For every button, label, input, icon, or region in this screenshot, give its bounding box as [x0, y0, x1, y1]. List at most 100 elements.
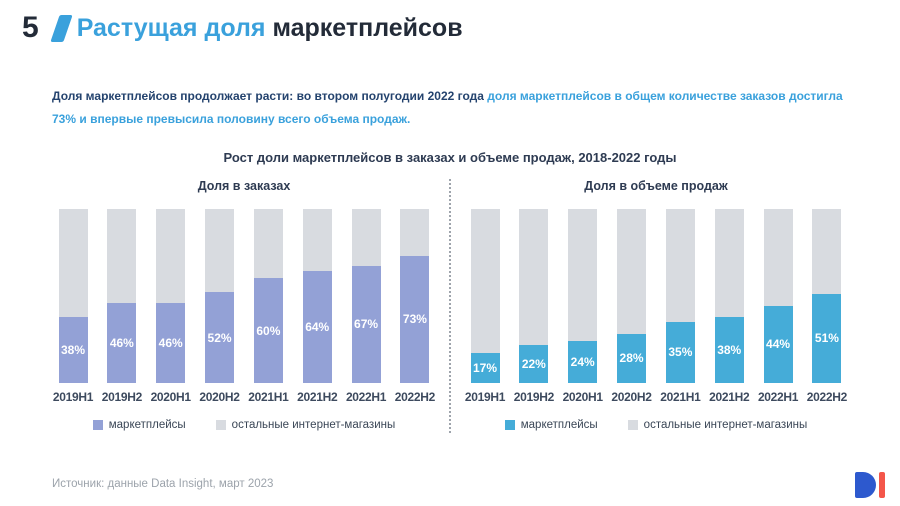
segment-marketplaces: 24% — [568, 341, 598, 383]
segment-other-stores — [519, 208, 549, 345]
intro-highlight: доля маркетплейсов в общем количестве за… — [52, 89, 843, 127]
legend-label: остальные интернет-магазины — [643, 418, 808, 431]
legend-item: маркетплейсы — [92, 418, 186, 431]
legend: маркетплейсы остальные интернет-магазины — [48, 419, 440, 431]
segment-marketplaces: 52% — [205, 292, 235, 383]
stacked-bar: 51% — [812, 208, 842, 383]
bar-value-label: 60% — [256, 323, 281, 338]
segment-marketplaces: 64% — [302, 271, 332, 383]
segment-other-stores — [617, 208, 647, 335]
legend-swatch — [504, 419, 515, 430]
source-note: Источник: данные Data Insight, март 2023 — [52, 478, 274, 490]
segment-marketplaces: 46% — [107, 302, 137, 383]
orders-chart-title: Доля в заказах — [197, 178, 291, 193]
bar-column: 52% 2020H2 — [197, 208, 243, 404]
intro-paragraph: Доля маркетплейсов продолжает расти: во … — [52, 85, 856, 132]
segment-other-stores — [156, 208, 186, 303]
x-axis-label: 2020H2 — [611, 389, 652, 404]
x-axis-label: 2021H1 — [660, 389, 701, 404]
page-title-rest: маркетплейсов — [272, 14, 463, 42]
segment-other-stores — [470, 208, 500, 354]
chart-panels: Доля в заказах 38% 2019H1 46% 2019H2 46% 2020… — [48, 179, 852, 431]
plot: 38% 2019H1 46% 2019H2 46% 2020H1 52% 2020H2 60% 2… — [48, 208, 440, 404]
stacked-bar: 46% — [156, 208, 186, 383]
stacked-bar: 52% — [205, 208, 235, 383]
x-axis-label: 2021H1 — [248, 389, 289, 404]
bar-value-label: 17% — [472, 360, 498, 375]
legend-item: остальные интернет-магазины — [627, 418, 808, 431]
segment-marketplaces: 28% — [617, 334, 647, 383]
segment-marketplaces: 44% — [763, 306, 793, 383]
chart-divider — [449, 178, 451, 433]
intro-lead: Доля маркетплейсов продолжает расти: во … — [52, 89, 484, 103]
bar-column: 22% 2019H2 — [511, 208, 557, 404]
stacked-bar: 60% — [253, 208, 283, 383]
segment-marketplaces: 38% — [58, 316, 88, 383]
legend: маркетплейсы остальные интернет-магазины — [460, 419, 852, 431]
segment-marketplaces: 46% — [156, 302, 186, 383]
segment-other-stores — [302, 208, 332, 272]
stacked-bar: 73% — [400, 208, 430, 383]
x-axis-label: 2019H1 — [464, 389, 506, 404]
data-insight-logo — [855, 472, 885, 498]
bar-value-label: 46% — [158, 335, 183, 350]
bar-column: 73% 2022H2 — [392, 208, 438, 404]
bar-value-label: 38% — [60, 342, 86, 357]
bar-value-label: 51% — [814, 331, 839, 346]
page-title-accent: Растущая доля — [76, 14, 266, 42]
bar-column: 24% 2020H1 — [560, 208, 606, 404]
segment-other-stores — [400, 208, 430, 256]
legend-label: маркетплейсы — [108, 418, 186, 431]
bar-value-label: 35% — [668, 345, 693, 360]
stacked-bar: 38% — [58, 208, 88, 383]
bar-value-label: 22% — [521, 356, 546, 371]
x-axis-label: 2020H2 — [199, 389, 240, 404]
bar-column: 46% 2019H2 — [99, 208, 145, 404]
bar-column: 38% 2019H1 — [50, 208, 96, 404]
segment-other-stores — [351, 208, 381, 267]
legend-swatch — [627, 419, 638, 430]
segment-other-stores — [763, 208, 793, 307]
stacked-bar: 64% — [302, 208, 332, 383]
legend-item: маркетплейсы — [504, 418, 598, 431]
bar-column: 44% 2022H1 — [755, 208, 801, 404]
x-axis-label: 2020H1 — [150, 389, 192, 404]
bar-column: 17% 2019H1 — [462, 208, 508, 404]
plot: 17% 2019H1 22% 2019H2 24% 2020H1 28% 2020H2 35% 2… — [460, 208, 852, 404]
page-title: Растущая доля маркетплейсов — [77, 13, 463, 43]
segment-marketplaces: 60% — [253, 278, 283, 383]
x-axis-label: 2021H2 — [709, 389, 750, 404]
x-axis-label: 2020H1 — [562, 389, 604, 404]
header: 5 Растущая доля маркетплейсов — [0, 0, 900, 43]
x-axis-label: 2022H1 — [757, 389, 799, 404]
x-axis-label: 2022H2 — [806, 389, 848, 404]
bar-column: 38% 2021H2 — [706, 208, 752, 404]
logo-d-icon — [855, 472, 876, 498]
slash-icon — [50, 14, 73, 42]
segment-marketplaces: 35% — [665, 321, 695, 383]
segment-marketplaces: 22% — [519, 344, 549, 383]
x-axis-label: 2019H2 — [101, 389, 143, 404]
x-axis-label: 2019H2 — [513, 389, 555, 404]
x-axis-label: 2022H2 — [394, 389, 436, 404]
segment-marketplaces: 73% — [400, 255, 430, 383]
sales-chart-title: Доля в объеме продаж — [584, 178, 728, 193]
stacked-bar: 22% — [519, 208, 549, 383]
stacked-bar: 17% — [470, 208, 500, 383]
legend-label: маркетплейсы — [520, 418, 598, 431]
bar-column: 60% 2021H1 — [245, 208, 291, 404]
segment-marketplaces: 51% — [812, 294, 842, 383]
stacked-bar: 67% — [351, 208, 381, 383]
segment-marketplaces: 17% — [470, 353, 500, 383]
bar-value-label: 73% — [402, 312, 427, 327]
legend-label: остальные интернет-магазины — [231, 418, 396, 431]
bar-value-label: 24% — [570, 354, 595, 369]
segment-other-stores — [714, 208, 744, 317]
x-axis-label: 2021H2 — [297, 389, 338, 404]
logo-i-icon — [879, 472, 885, 498]
bar-column: 64% 2021H2 — [294, 208, 340, 404]
chart-area: Доля в заказах 38% 2019H1 46% 2019H2 46% 2020… — [48, 178, 852, 433]
stacked-bar: 38% — [714, 208, 744, 383]
stacked-bar: 24% — [568, 208, 598, 383]
